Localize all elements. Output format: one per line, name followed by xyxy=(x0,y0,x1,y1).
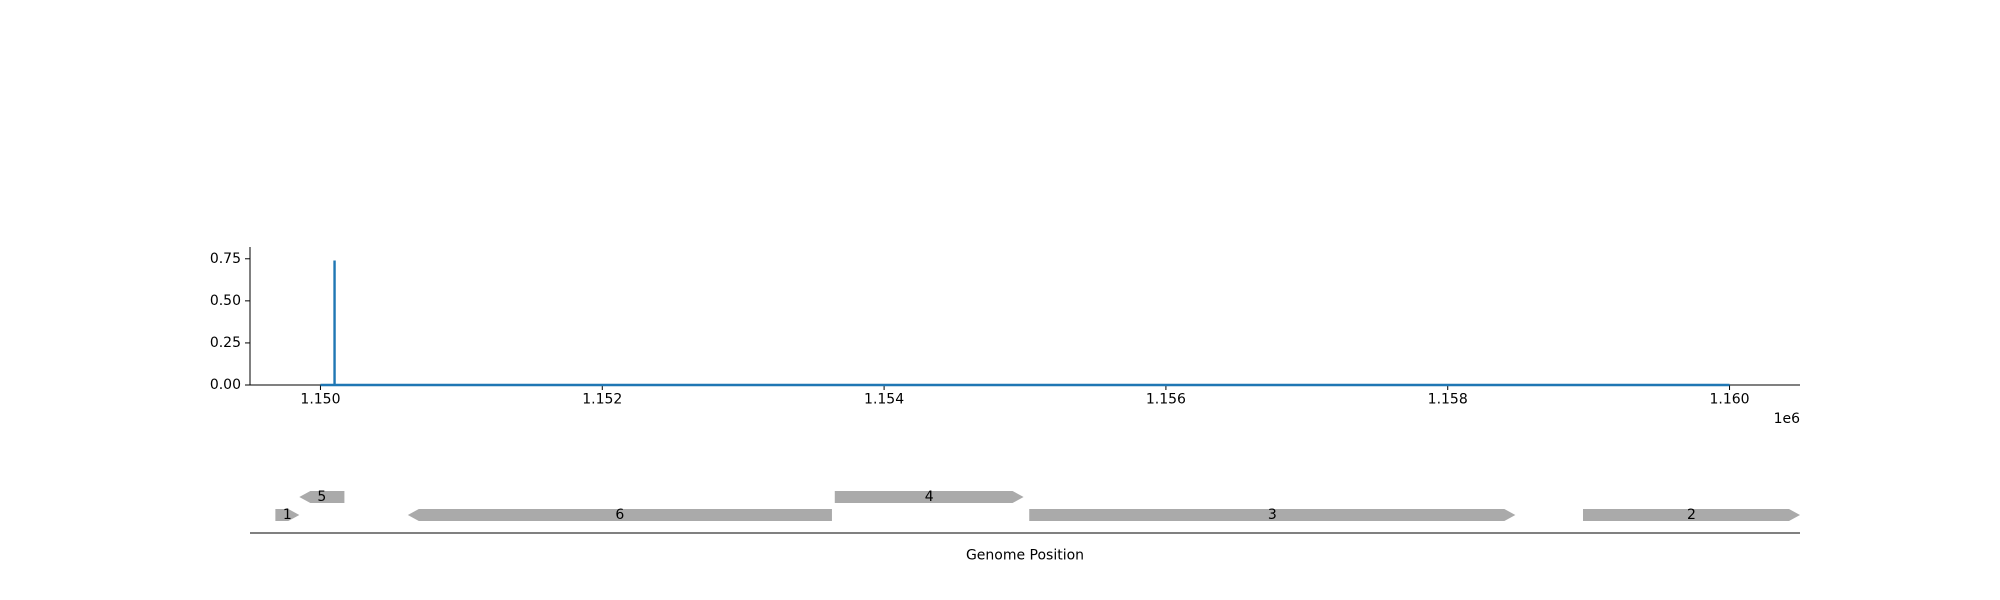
coverage-line xyxy=(320,260,1730,387)
x-tick-label: 1.156 xyxy=(1146,392,1186,408)
x-tick-label: 1.154 xyxy=(864,392,904,408)
x-axis-title: Genome Position xyxy=(966,548,1084,564)
coverage-plot: 0.000.250.500.75 1.150 1.152 1.154 1.156 1.1… xyxy=(210,247,1800,427)
gene-feature-2 xyxy=(1583,509,1800,521)
gene-label: 6 xyxy=(615,507,624,523)
y-tick-label: 0.25 xyxy=(210,335,241,351)
gene-label: 4 xyxy=(925,489,934,505)
gene-feature-1 xyxy=(275,509,300,521)
y-tick-label: 0.50 xyxy=(210,293,241,309)
gene-feature-5 xyxy=(299,491,345,503)
y-ticks: 0.00 0.25 0.50 0.75 xyxy=(210,251,250,393)
gene-feature-4 xyxy=(834,491,1024,503)
gene-label: 3 xyxy=(1268,507,1277,523)
y-tick-label: 0.00 xyxy=(210,377,241,393)
gene-features: 1 5 6 4 3 2 xyxy=(275,489,1800,523)
x-tick-label: 1.150 xyxy=(300,392,340,408)
gene-label: 2 xyxy=(1687,507,1696,523)
coverage-series xyxy=(320,260,1730,387)
x-tick-label: 1.158 xyxy=(1428,392,1468,408)
gene-feature-3 xyxy=(1029,509,1516,521)
x-tick-label: 1.152 xyxy=(582,392,622,408)
gene-track: 1 5 6 4 3 2 Genome Position xyxy=(250,489,1800,564)
gene-feature-6 xyxy=(407,509,832,521)
gene-label: 5 xyxy=(317,489,326,505)
y-tick-label: 0.75 xyxy=(210,251,241,267)
x-ticks: 1.150 1.152 1.154 1.156 1.158 1.160 xyxy=(300,385,1750,408)
x-tick-label: 1.160 xyxy=(1709,392,1749,408)
x-offset-label: 1e6 xyxy=(1774,411,1801,427)
gene-label: 1 xyxy=(283,507,292,523)
